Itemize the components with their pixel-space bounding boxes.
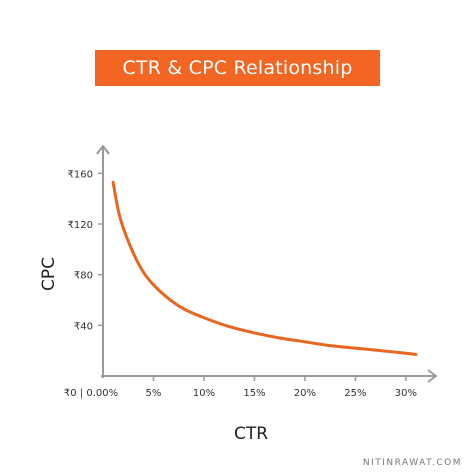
origin-label: ₹0 | 0.00% xyxy=(64,388,118,399)
cpc-curve-line xyxy=(111,180,418,356)
y-tick-label: ₹120 xyxy=(68,220,93,231)
x-tick-label: 15% xyxy=(243,388,265,399)
x-tick-label: 25% xyxy=(344,388,366,399)
y-tick-label: ₹160 xyxy=(68,169,93,180)
y-axis-arrow xyxy=(96,145,110,155)
y-tick-label: ₹40 xyxy=(74,321,93,332)
x-tick-label: 5% xyxy=(146,388,162,399)
y-axis-label: CPC xyxy=(39,257,59,291)
x-tick-label: 10% xyxy=(193,388,215,399)
y-tick-label: ₹80 xyxy=(74,271,93,282)
x-tick-label: 20% xyxy=(294,388,316,399)
watermark-text: NITINRAWAT.COM xyxy=(362,458,462,468)
x-axis-arrow xyxy=(427,369,437,383)
chart-title: CTR & CPC Relationship xyxy=(95,50,380,86)
x-tick-label: 30% xyxy=(395,388,417,399)
x-axis-label: CTR xyxy=(233,424,269,444)
